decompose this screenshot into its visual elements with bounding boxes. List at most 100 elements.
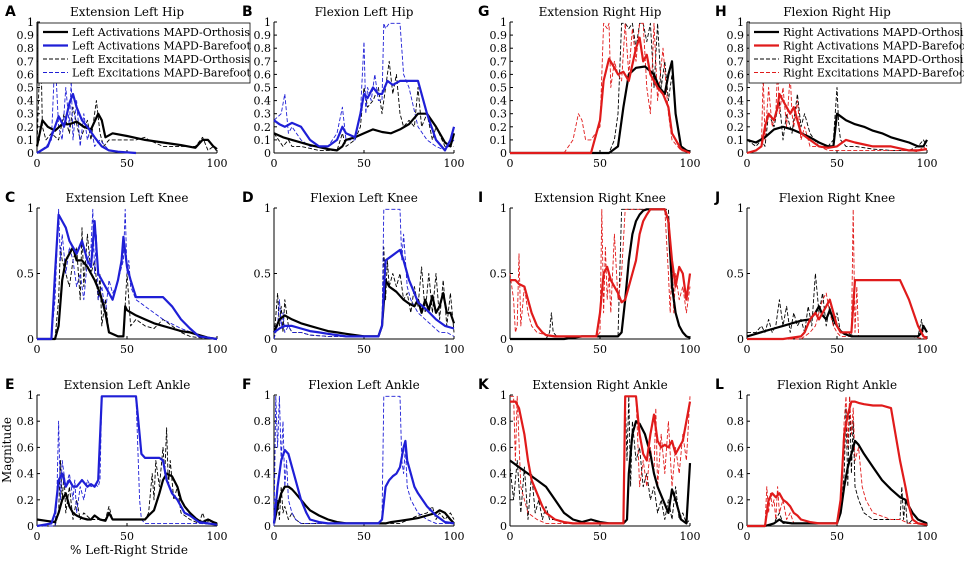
y-tick-label: 0.1 — [490, 134, 508, 147]
series-line-right-activations-mapd-barefoot — [510, 36, 691, 155]
x-tick-label: 50 — [357, 530, 371, 543]
panel-letter: F — [242, 377, 252, 393]
y-tick-label: 1 — [500, 16, 507, 29]
x-tick-label: 50 — [357, 157, 371, 170]
x-tick-label: 100 — [444, 343, 465, 356]
y-tick-label: 1 — [27, 389, 34, 402]
x-tick-label: 0 — [271, 157, 278, 170]
y-tick-label: 0.7 — [727, 55, 745, 68]
panel-title: Flexion Left Knee — [310, 191, 418, 205]
x-tick-label: 100 — [917, 343, 938, 356]
y-tick-label: 0.4 — [17, 95, 35, 108]
y-tick-label: 0.2 — [254, 494, 272, 507]
y-tick-label: 0 — [500, 520, 507, 533]
x-tick-label: 100 — [680, 157, 701, 170]
panel-title: Flexion Left Ankle — [308, 378, 419, 392]
y-tick-label: 0.9 — [727, 29, 745, 42]
panel-title: Extension Right Knee — [534, 191, 666, 205]
series-line-left-activations-mapd-barefoot — [273, 79, 456, 152]
series-line-left-activations-mapd-barefoot — [273, 248, 455, 338]
y-tick-label: 0.1 — [727, 134, 745, 147]
x-tick-label: 0 — [507, 343, 514, 356]
legend-label: Right Activations MAPD-Barefoot — [783, 40, 964, 53]
y-tick-label: 0.2 — [490, 121, 508, 134]
x-tick-label: 0 — [34, 157, 41, 170]
x-tick-label: 0 — [271, 530, 278, 543]
legend-box — [748, 22, 962, 84]
y-tick-label: 0.4 — [17, 468, 35, 481]
panel-title: Flexion Right Hip — [783, 5, 891, 19]
y-tick-label: 0.6 — [727, 441, 745, 454]
y-tick-label: 0.5 — [490, 268, 508, 281]
series-line-left-excitations-mapd-orthosis — [37, 227, 218, 340]
legend-box — [37, 22, 251, 84]
legend-label: Right Excitations MAPD-Barefoot — [783, 67, 964, 80]
panel-title: Flexion Right Ankle — [777, 378, 897, 392]
y-tick-label: 0.9 — [17, 29, 35, 42]
y-tick-label: 1 — [737, 202, 744, 215]
series-line-right-excitations-mapd-barefoot — [509, 208, 691, 337]
y-tick-label: 0.2 — [727, 121, 745, 134]
y-tick-label: 0.8 — [254, 42, 272, 55]
series-line-left-activations-mapd-barefoot — [272, 439, 455, 525]
y-tick-label: 1 — [500, 389, 507, 402]
series-line-left-activations-mapd-orthosis — [273, 112, 456, 152]
panel-title: Extension Left Hip — [70, 5, 184, 19]
y-tick-label: 0.8 — [490, 415, 508, 428]
series-line-left-activations-mapd-orthosis — [35, 112, 218, 150]
series-line-right-excitations-mapd-orthosis — [510, 22, 691, 154]
y-tick-label: 0.7 — [254, 55, 272, 68]
series-line-left-activations-mapd-orthosis — [36, 472, 218, 525]
series-line-left-excitations-mapd-orthosis — [273, 246, 455, 340]
y-tick-label: 0.7 — [490, 55, 508, 68]
x-tick-label: 0 — [34, 343, 41, 356]
y-tick-label: 0.8 — [17, 42, 35, 55]
x-tick-label: 50 — [830, 530, 844, 543]
x-tick-label: 0 — [34, 530, 41, 543]
series-line-right-excitations-mapd-barefoot — [746, 67, 928, 154]
series-line-right-excitations-mapd-barefoot — [510, 22, 691, 154]
series-line-left-excitations-mapd-orthosis — [273, 60, 454, 151]
y-tick-label: 1 — [737, 16, 744, 29]
series-line-left-activations-mapd-orthosis — [37, 246, 218, 341]
y-tick-label: 0.5 — [254, 268, 272, 281]
panel-A: A Extension Left Hip00.10.20.30.40.50.60.… — [5, 4, 228, 170]
panel-F: F Flexion Left Ankle 0 0.2 0.4 0.6 0.8 1 0 50 100 — [242, 377, 465, 543]
y-tick-label: 0.2 — [727, 494, 745, 507]
panel-B: B Flexion Left Hip00.10.20.30.40.50.60.70… — [242, 4, 465, 170]
series-line-right-excitations-mapd-barefoot — [747, 208, 928, 340]
x-tick-label: 50 — [120, 530, 134, 543]
y-tick-label: 0.2 — [254, 121, 272, 134]
series-line-right-activations-mapd-barefoot — [510, 395, 692, 525]
y-tick-label: 0.6 — [490, 441, 508, 454]
panel-title: Flexion Right Knee — [779, 191, 895, 205]
y-tick-label: 1 — [264, 389, 271, 402]
x-tick-label: 0 — [271, 343, 278, 356]
legend-label: Right Excitations MAPD-Orthosis — [783, 53, 964, 66]
panel-K: K Extension Right Ankle 0 0.2 0.4 0.6 0.8 1 0 50 1… — [478, 377, 701, 543]
y-tick-label: 0.6 — [490, 68, 508, 81]
y-tick-label: 0.9 — [254, 29, 272, 42]
x-tick-label: 50 — [120, 343, 134, 356]
y-tick-label: 0.6 — [727, 68, 745, 81]
y-tick-label: 1 — [500, 202, 507, 215]
y-tick-label: 0 — [264, 147, 271, 160]
y-tick-label: 0.5 — [254, 82, 272, 95]
x-tick-label: 0 — [744, 157, 751, 170]
y-tick-label: 0 — [27, 520, 34, 533]
series-line-left-activations-mapd-barefoot — [36, 92, 137, 155]
y-tick-label: 0 — [264, 520, 271, 533]
y-tick-label: 0.5 — [17, 268, 35, 281]
x-tick-label: 100 — [207, 157, 228, 170]
panel-E: E Extension Left Ankle 0 0.2 0.4 0.6 0.8 1 0 50 10… — [5, 377, 228, 543]
y-tick-label: 0.4 — [727, 468, 745, 481]
y-tick-label: 0.2 — [490, 494, 508, 507]
series-line-left-excitations-mapd-barefoot — [37, 395, 218, 527]
panel-H: H Flexion Right Hip00.10.20.30.40.50.60.7… — [715, 4, 938, 170]
x-tick-label: 100 — [680, 343, 701, 356]
panel-D: D Flexion Left Knee 0 0.5 1 0 50 100 — [242, 190, 465, 356]
y-tick-label: 0.9 — [490, 29, 508, 42]
y-tick-label: 0.4 — [490, 95, 508, 108]
